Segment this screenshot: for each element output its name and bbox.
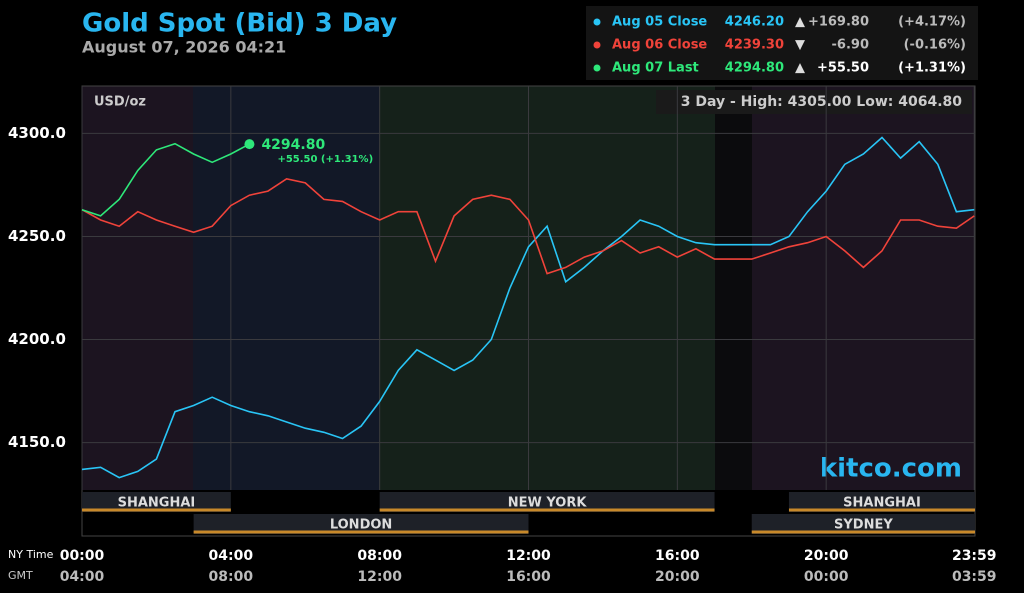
legend-last: 4239.30 [725,38,784,53]
legend-change: +169.80 [808,15,869,30]
series-line [81,136,975,479]
asia-shade [82,86,193,490]
x2-tick-label: 04:00 [60,569,105,585]
x2-tick-label: 12:00 [357,569,402,585]
y-tick-label: 4250.0 [8,227,66,245]
x-tick-label: 08:00 [357,548,402,564]
x2-tick-label: 00:00 [804,569,849,585]
x2-row-label: GMT [8,569,33,582]
session-bar [788,492,975,512]
session-label: NEW YORK [508,496,588,511]
x-tick-label: 20:00 [804,548,849,564]
session-label: SHANGHAI [118,496,196,511]
range-note: 3 Day - High: 4305.00 Low: 4064.80 [681,94,963,110]
asia-shade [752,86,975,490]
legend-name: Aug 07 Last [612,61,699,76]
legend-dot [593,41,601,49]
session-bar [82,492,231,512]
last-label: 4294.80 [261,137,325,153]
legend-arrow: ▼ [795,38,805,53]
y-tick-label: 4300.0 [8,124,66,142]
legend-name: Aug 06 Close [612,38,707,53]
legend-last: 4294.80 [725,61,784,76]
x2-tick-label: 20:00 [655,569,700,585]
legend-pct: (+4.17%) [898,15,966,30]
subtitle: August 07, 2026 04:21 [82,38,286,57]
legend-arrow: ▲ [795,15,805,30]
x-tick-label: 23:59 [952,548,997,564]
closed-shade [715,86,752,490]
x-tick-label: 00:00 [60,548,105,564]
session-bar [193,514,529,534]
london-shade [193,86,379,490]
y-tick-label: 4150.0 [8,433,66,451]
x2-tick-label: 16:00 [506,569,551,585]
y-tick-label: 4200.0 [8,330,66,348]
legend-pct: (-0.16%) [904,38,966,53]
last-dot [244,139,255,150]
x-tick-label: 16:00 [655,548,700,564]
legend-dot [593,18,601,26]
legend-box [586,6,978,80]
legend-name: Aug 05 Close [612,15,707,30]
range-note-bg [656,90,972,114]
watermark: kitco.com [820,454,962,484]
session-label: LONDON [330,518,392,533]
legend-arrow: ▲ [795,61,805,76]
last-change: +55.50 (+1.31%) [277,154,373,165]
session-bar [751,514,975,534]
legend-change: +55.50 [817,61,869,76]
y-axis-label: USD/oz [94,95,146,110]
legend-dot [593,64,601,72]
newyork-shade [379,86,715,490]
chart-title: Gold Spot (Bid) 3 Day [82,9,397,39]
x-tick-label: 04:00 [209,548,254,564]
series-line [81,142,250,217]
session-label: SHANGHAI [843,496,921,511]
x-tick-label: 12:00 [506,548,551,564]
x-row-label: NY Time [8,548,54,561]
legend-pct: (+1.31%) [898,61,966,76]
series-line [81,177,975,275]
x2-tick-label: 03:59 [952,569,997,585]
session-label: SYDNEY [834,518,893,533]
x2-tick-label: 08:00 [209,569,254,585]
legend-change: -6.90 [832,38,869,53]
session-bar [379,492,715,512]
legend-last: 4246.20 [725,15,784,30]
